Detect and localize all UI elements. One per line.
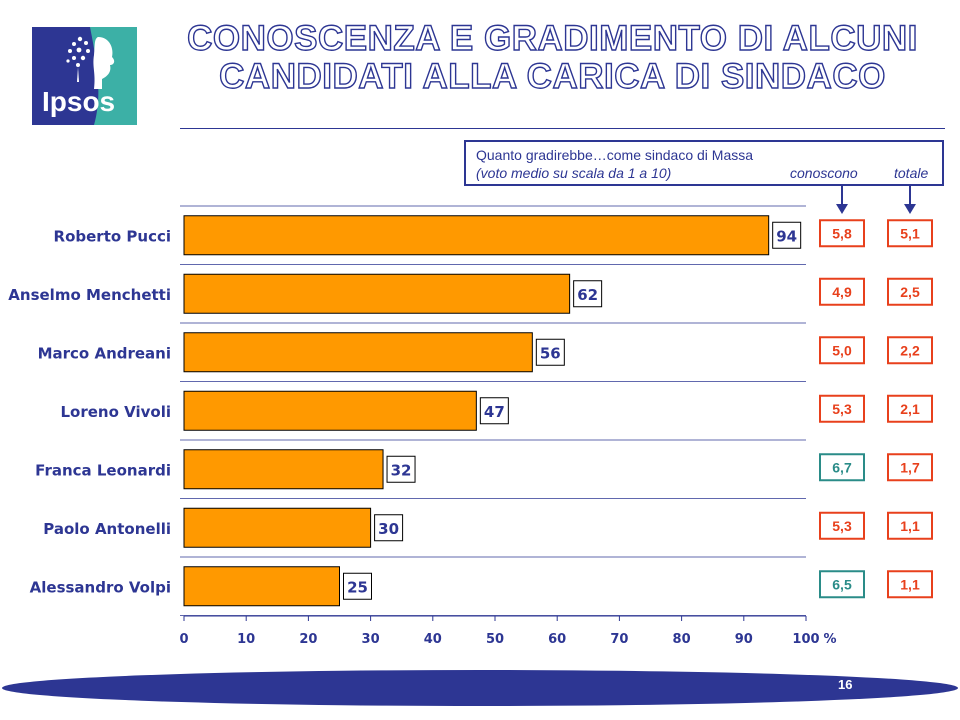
side-value-box (887, 453, 933, 482)
value-label-box (374, 514, 404, 542)
bar (183, 507, 372, 548)
conoscono-value: 5,0 (832, 342, 852, 358)
bars (183, 215, 770, 607)
x-tick-label: 0 (179, 632, 188, 647)
totale-value: 1,1 (900, 518, 920, 534)
side-value-box (819, 453, 865, 482)
value-label: 32 (391, 461, 412, 479)
value-label-box (573, 280, 603, 308)
logo-text: Ipsos (42, 86, 115, 117)
conoscono-value: 5,8 (832, 225, 852, 241)
x-axis: 0 10 20 30 40 50 60 70 80 90 100% (179, 615, 837, 647)
bar (183, 273, 571, 314)
totale-value: 2,5 (900, 284, 920, 300)
ipsos-logo: Ipsos (32, 27, 137, 125)
bar (183, 390, 477, 431)
side-value-box (887, 336, 933, 365)
value-label: 30 (378, 520, 399, 538)
x-unit-label: % (823, 632, 836, 647)
value-labels: 94 62 56 47 32 30 25 (343, 221, 802, 600)
legend-col-conoscono: conoscono (790, 165, 858, 181)
value-label: 62 (577, 286, 598, 304)
conoscono-value: 4,9 (832, 284, 852, 300)
category-label: Alessandro Volpi (30, 578, 171, 596)
value-label-box (343, 572, 372, 600)
bar (183, 449, 384, 490)
title-line-1: CONOSCENZA E GRADIMENTO DI ALCUNI (186, 19, 918, 58)
side-value-box (819, 570, 865, 599)
x-tick-label: 70 (610, 632, 628, 647)
x-tick-label: 10 (237, 632, 255, 647)
x-tick-label: 30 (362, 632, 380, 647)
page-title: CONOSCENZA E GRADIMENTO DI ALCUNI CANDID… (150, 19, 955, 96)
x-tick-label: 100 (792, 632, 819, 647)
conoscono-value: 6,5 (832, 576, 852, 592)
category-labels: Roberto Pucci Anselmo Menchetti Marco Andr… (8, 227, 171, 596)
totale-value: 2,1 (900, 401, 920, 417)
totale-value: 1,7 (900, 459, 920, 475)
side-columns: 5,8 5,1 4,9 2,5 5,0 2,2 5,3 2,1 6,7 1,7 5,3 1,1 6,5 1… (819, 219, 933, 599)
title-line-2: CANDIDATI ALLA CARICA DI SINDACO (218, 57, 886, 96)
value-label-box (535, 338, 565, 366)
side-value-box (887, 277, 933, 306)
category-label: Marco Andreani (38, 344, 171, 362)
category-label: Loreno Vivoli (61, 403, 172, 421)
side-value-box (887, 570, 933, 599)
bar (183, 566, 340, 607)
legend-arrow-head (904, 204, 916, 214)
bar (183, 332, 533, 373)
side-value-box (819, 336, 865, 365)
value-label-box (479, 397, 509, 425)
x-tick-label: 80 (673, 632, 691, 647)
x-tick-label: 60 (548, 632, 566, 647)
title-divider (180, 128, 945, 129)
category-label: Franca Leonardi (35, 461, 171, 479)
category-label: Paolo Antonelli (43, 520, 171, 538)
value-label: 25 (347, 578, 368, 596)
legend-col-totale: totale (894, 165, 929, 181)
legend-arrow-head (836, 204, 848, 214)
page-number: 16 (838, 677, 853, 692)
x-tick-label: 90 (735, 632, 753, 647)
conoscono-value: 5,3 (832, 518, 852, 534)
side-value-box (887, 394, 933, 423)
side-value-box (819, 277, 865, 306)
side-value-box (887, 219, 933, 248)
x-tick-label: 40 (424, 632, 442, 647)
category-label: Roberto Pucci (54, 227, 171, 245)
side-value-box (819, 511, 865, 540)
x-tick-label: 50 (486, 632, 504, 647)
category-label: Anselmo Menchetti (8, 286, 171, 304)
conoscono-value: 6,7 (832, 459, 852, 475)
ipsos-logo-graphic: Ipsos (32, 27, 137, 125)
x-tick-label: 20 (299, 632, 317, 647)
value-label: 94 (776, 227, 797, 245)
legend-arrows (836, 186, 916, 214)
side-value-box (819, 394, 865, 423)
bar (183, 215, 770, 256)
value-label-box (772, 221, 802, 249)
totale-value: 5,1 (900, 225, 920, 241)
value-label: 47 (484, 403, 505, 421)
footer-band (2, 670, 958, 706)
row-separators (180, 205, 806, 616)
legend-question: Quanto gradirebbe…come sindaco di Massa (476, 147, 754, 163)
side-value-box (887, 511, 933, 540)
side-value-box (819, 219, 865, 248)
totale-value: 1,1 (900, 576, 920, 592)
value-label: 56 (540, 344, 561, 362)
value-label-box (386, 455, 416, 483)
conoscono-value: 5,3 (832, 401, 852, 417)
legend-box: Quanto gradirebbe…come sindaco di Massa … (464, 140, 944, 186)
totale-value: 2,2 (900, 342, 920, 358)
legend-scale-note: (voto medio su scala da 1 a 10) (476, 165, 672, 181)
